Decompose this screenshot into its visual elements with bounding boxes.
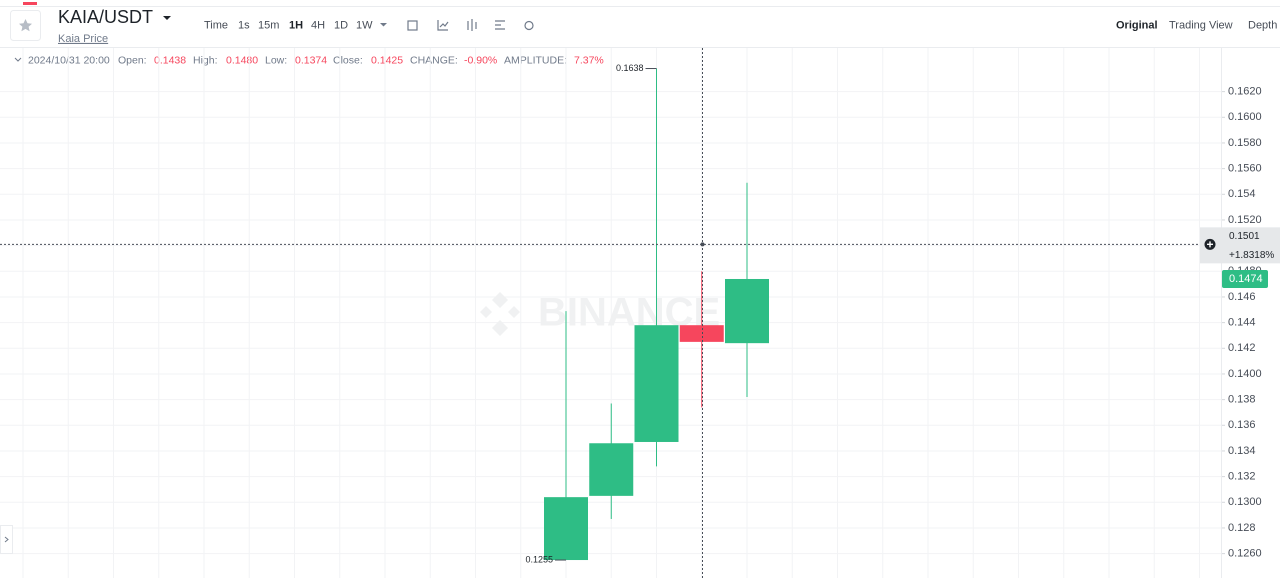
view-option[interactable]: Original: [1116, 19, 1158, 31]
tool-icons: [407, 19, 534, 31]
crosshair-change: +1.8318%: [1229, 250, 1274, 261]
ohlc-info: 2024/10/31 20:00 Open: 0.1438 High: 0.1480 Lo…: [28, 54, 604, 66]
interval-option[interactable]: 1H: [289, 19, 303, 31]
view-switch: Original Trading View Depth: [1116, 19, 1277, 31]
y-tick-label: 0.142: [1228, 342, 1256, 354]
interval-option[interactable]: 1s: [238, 19, 250, 31]
y-tick-label: 0.144: [1228, 317, 1256, 329]
interval-option[interactable]: 4H: [311, 19, 325, 31]
candle-body: [544, 497, 588, 561]
y-tick-label: 0.128: [1228, 522, 1256, 534]
star-icon: [19, 19, 32, 32]
indicator-icon[interactable]: [437, 20, 449, 31]
layout-icon[interactable]: [495, 20, 505, 30]
crosshair-price: 0.1501: [1229, 231, 1260, 242]
plot: 0.1260 0.128 0.1300 0.132 0.134 0.136 0.138 0.1…: [0, 48, 1280, 578]
info-label: CHANGE:: [410, 54, 458, 66]
add-alert-plus: [1207, 241, 1213, 248]
settings-icon[interactable]: [524, 20, 534, 31]
candle-body: [589, 443, 634, 496]
y-tick-label: 0.132: [1228, 471, 1256, 483]
info-date: 2024/10/31 20:00: [28, 54, 110, 66]
info-value: -0.90%: [464, 54, 497, 66]
last-price-box: [1222, 269, 1268, 288]
y-tick-label: 0.134: [1228, 445, 1256, 457]
info-collapse[interactable]: [14, 57, 22, 62]
candle-body: [634, 325, 679, 442]
view-option[interactable]: Depth: [1248, 19, 1277, 31]
side-tab-arrow: [4, 536, 9, 543]
candle-body: [679, 325, 724, 342]
info-value: 0.1480: [226, 54, 258, 66]
tab-indicator: [23, 2, 37, 5]
high-label: 0.1638: [616, 63, 644, 73]
interval-option[interactable]: 1W: [356, 19, 373, 31]
candle-body: [725, 278, 769, 344]
info-value: 7.37%: [574, 54, 604, 66]
y-tick-label: 0.1600: [1228, 111, 1262, 123]
side-tab[interactable]: [0, 525, 13, 554]
info-label: AMPLITUDE:: [504, 54, 567, 66]
toolbar: Time 1s 15m 1H 4H 1D 1W: [204, 19, 373, 31]
watermark-logo: [480, 292, 520, 336]
y-tick-label: 0.136: [1228, 419, 1256, 431]
candle-icon[interactable]: [467, 19, 477, 31]
y-tick-label: 0.154: [1228, 188, 1256, 200]
interval-dropdown[interactable]: [380, 23, 387, 27]
y-tick-label: 0.1620: [1228, 86, 1262, 98]
y-tick-label: 0.1560: [1228, 163, 1262, 175]
y-tick-label: 0.1400: [1228, 368, 1262, 380]
calendar-icon[interactable]: [407, 20, 418, 31]
y-tick-label: 0.1580: [1228, 137, 1262, 149]
crosshair-dot: [700, 242, 705, 247]
info-label: Open:: [118, 54, 147, 66]
y-tick-label: 0.138: [1228, 394, 1256, 406]
last-price-label: 0.1474: [1229, 273, 1263, 285]
symbol[interactable]: KAIA/USDT: [58, 7, 153, 27]
view-option[interactable]: Trading View: [1169, 19, 1233, 31]
info-value: 0.1374: [295, 54, 327, 66]
y-tick-label: 0.146: [1228, 291, 1256, 303]
info-value: 0.1438: [154, 54, 186, 66]
interval-option[interactable]: 15m: [258, 19, 279, 31]
info-label: Close:: [333, 54, 363, 66]
symbol-dropdown[interactable]: [163, 16, 171, 20]
y-tick-label: 0.1520: [1228, 214, 1262, 226]
y-tick-label: 0.1260: [1228, 548, 1262, 560]
y-tick-label: 0.1300: [1228, 496, 1262, 508]
interval-option[interactable]: 1D: [334, 19, 348, 31]
low-label: 0.1255: [525, 554, 553, 564]
info-value: 0.1425: [371, 54, 403, 66]
subtitle[interactable]: Kaia Price: [58, 33, 108, 45]
interval-option[interactable]: Time: [204, 19, 228, 31]
info-label: High:: [193, 54, 218, 66]
info-label: Low:: [265, 54, 287, 66]
